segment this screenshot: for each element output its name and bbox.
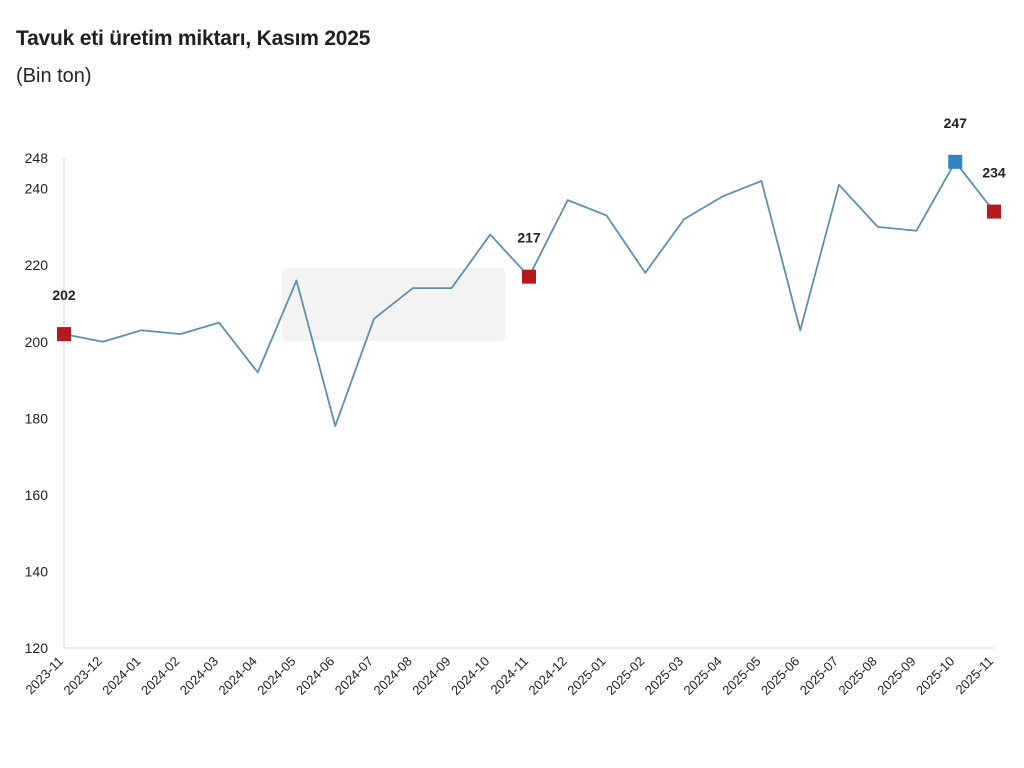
y-tick-label: 160 [25,487,49,503]
x-tick-label: 2023-12 [61,654,105,698]
x-tick-label: 2023-11 [22,654,66,698]
chart-subtitle: (Bin ton) [16,65,92,87]
x-tick-label: 2025-03 [642,654,686,698]
x-tick-label: 2024-06 [293,654,337,698]
y-tick-label: 120 [25,640,49,656]
x-tick-label: 2025-01 [564,654,608,698]
ghost-overlay [282,268,506,341]
highlight-label-3: 247 [944,115,968,131]
x-tick-label: 2025-07 [797,654,841,698]
x-tick-label: 2024-08 [371,654,415,698]
x-tick-label: 2025-06 [758,654,802,698]
x-tick-label: 2025-02 [603,654,647,698]
chart-title: Tavuk eti üretim miktarı, Kasım 2025 [16,27,371,50]
data-labels: 202 217 247 234 [52,115,1006,303]
x-tick-label: 2025-09 [874,654,918,698]
highlight-marker-4 [987,204,1001,219]
x-tick-label: 2024-03 [177,654,221,698]
y-axis: 120 140 160 180 200 220 240 248 [25,150,65,656]
x-tick-label: 2024-05 [254,654,298,698]
highlight-label-1: 202 [52,287,76,303]
x-tick-label: 2024-12 [526,654,570,698]
x-tick-label: 2025-11 [952,654,996,698]
highlight-label-2: 217 [517,230,541,246]
y-tick-label: 140 [25,563,49,579]
x-tick-label: 2024-09 [409,654,453,698]
x-tick-label: 2025-08 [836,654,880,698]
highlight-label-4: 234 [982,165,1006,181]
x-tick-label: 2024-01 [99,654,143,698]
x-tick-label: 2025-05 [719,654,763,698]
y-tick-label: 220 [25,257,49,273]
x-axis: 2023-112023-122024-012024-022024-032024-… [22,647,996,698]
x-tick-label: 2024-02 [138,654,182,698]
x-tick-label: 2024-07 [332,654,376,698]
x-tick-label: 2025-04 [681,654,725,698]
series-line [63,160,995,427]
x-tick-label: 2025-10 [913,654,957,698]
x-tick-label: 2024-11 [487,654,531,698]
highlight-marker-3 [948,154,963,169]
y-tick-label: 180 [25,410,49,426]
highlight-markers [57,154,1001,342]
y-tick-label: 200 [25,334,49,350]
highlight-marker-1 [57,327,71,342]
x-tick-label: 2024-04 [216,654,260,698]
x-tick-label: 2024-10 [448,654,492,698]
highlight-marker-2 [522,269,536,284]
y-tick-label: 240 [25,181,49,197]
y-tick-label: 248 [25,150,49,166]
